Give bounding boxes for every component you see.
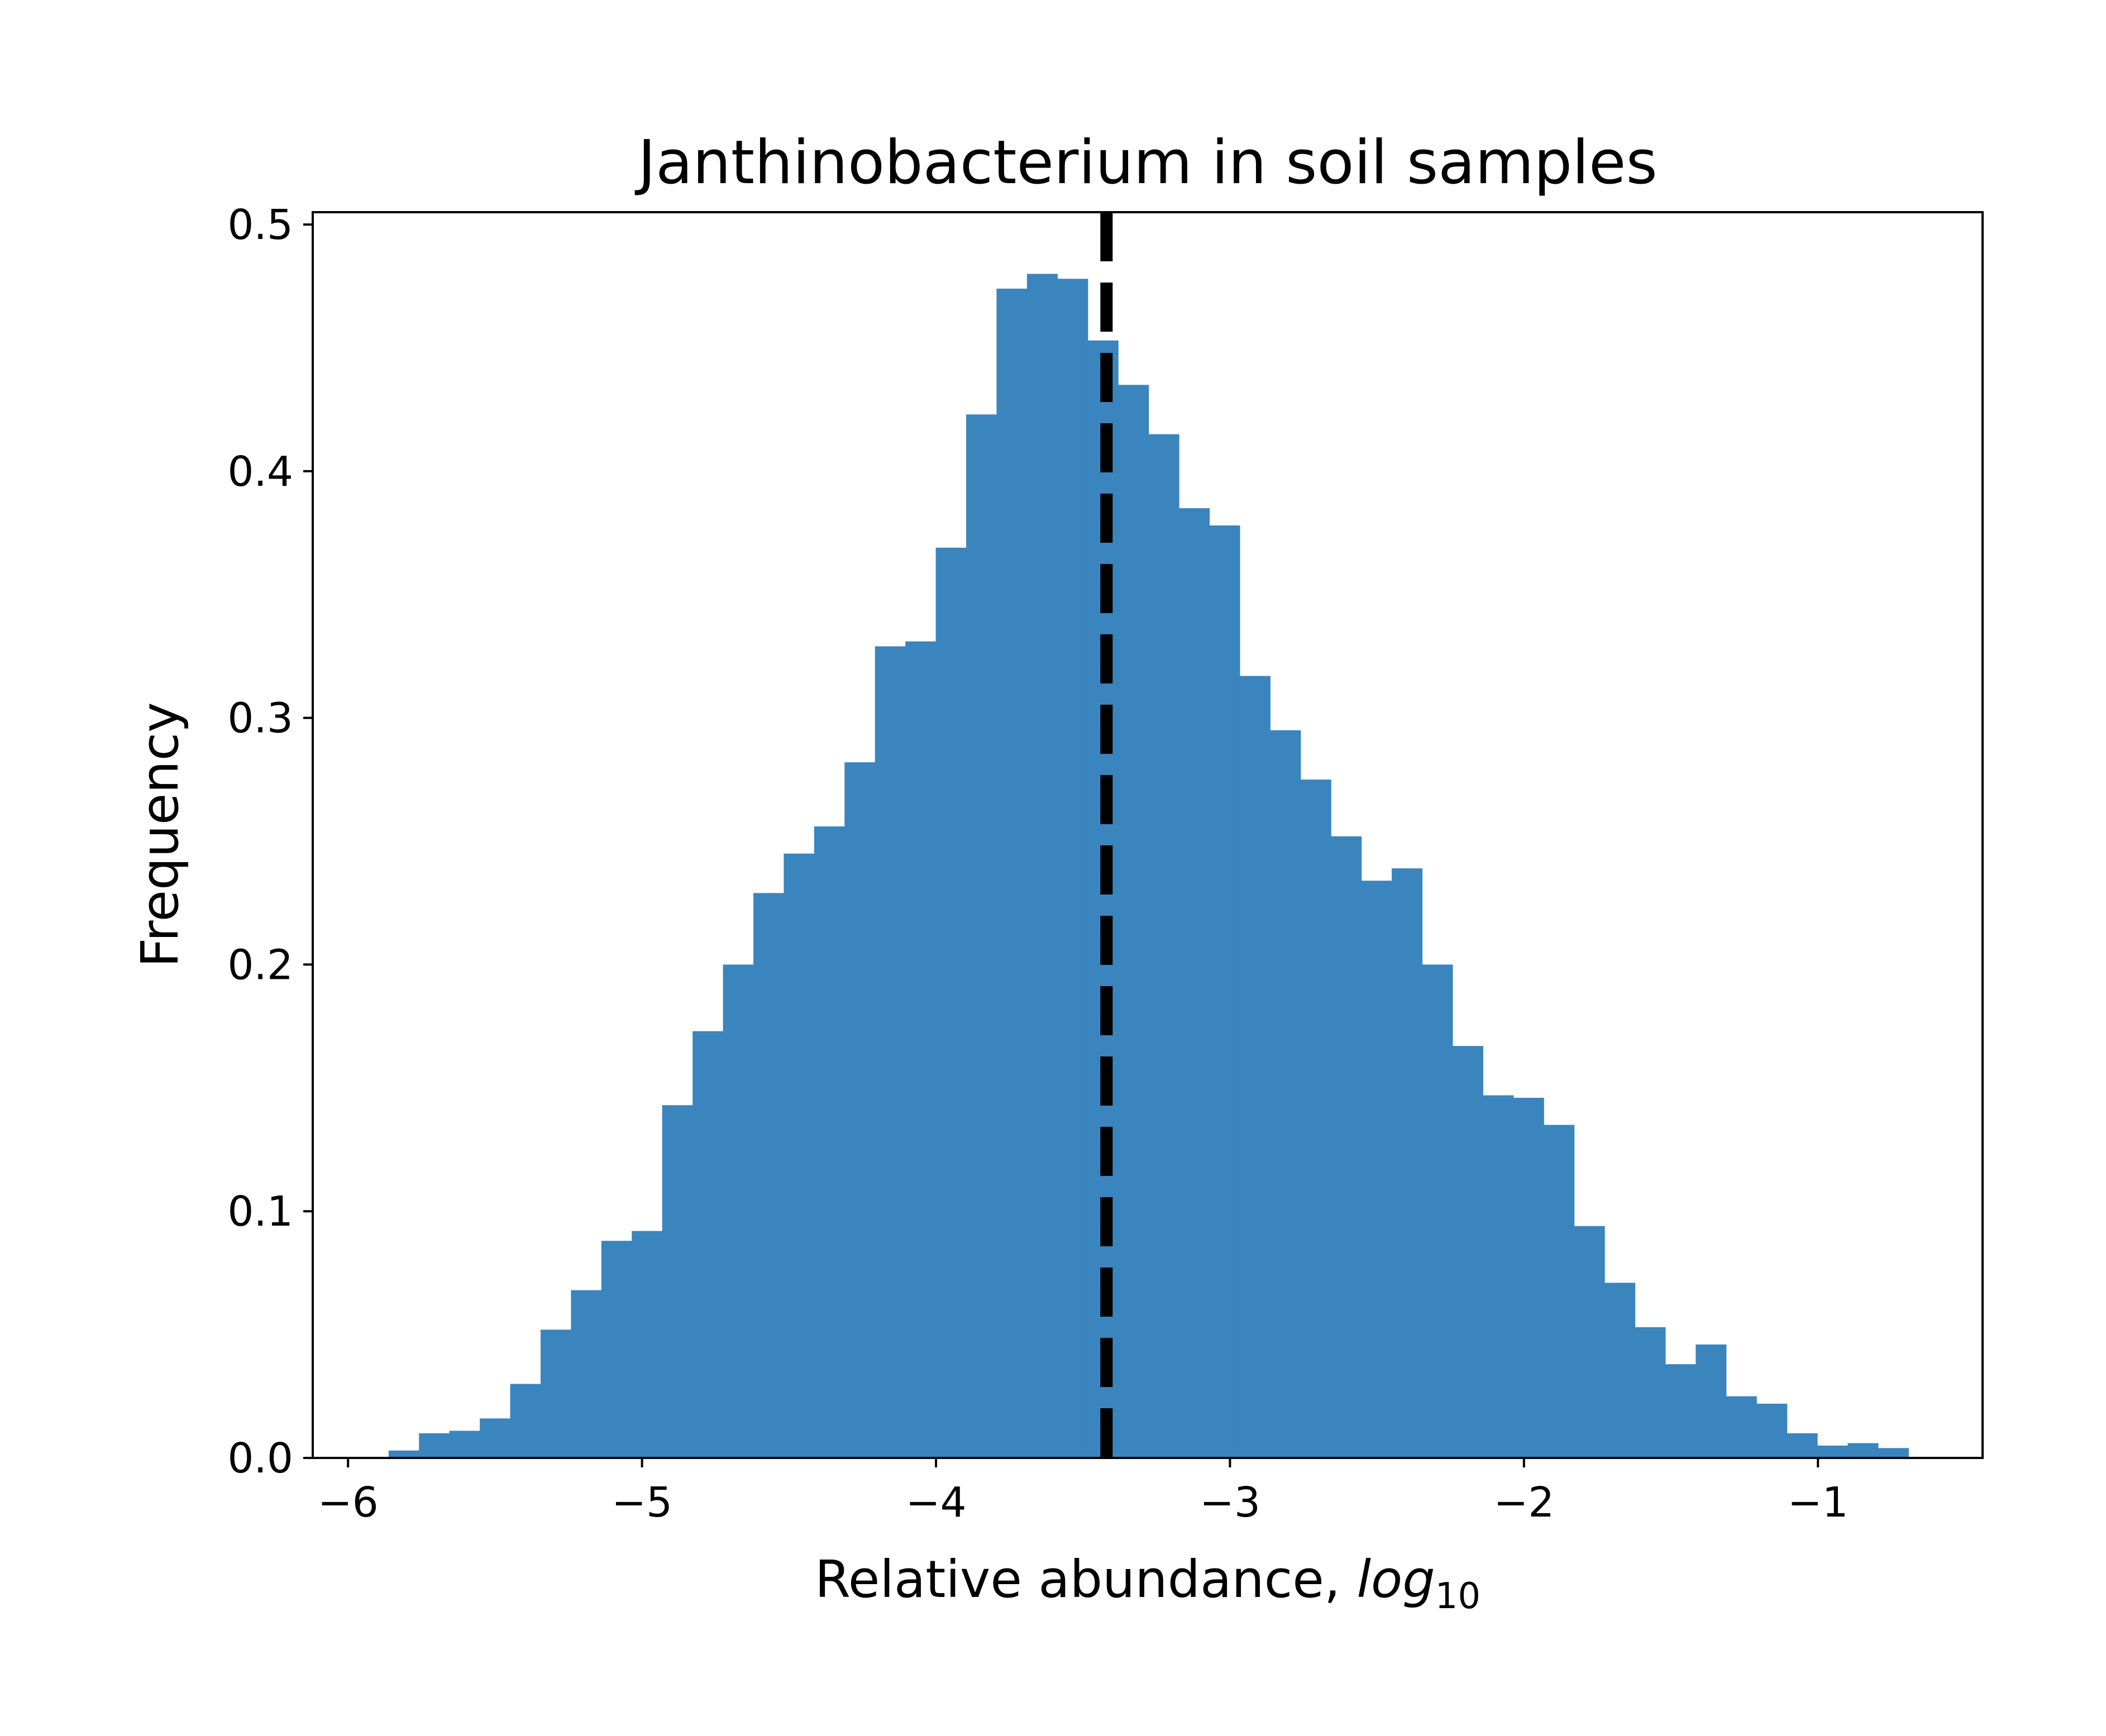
histogram-bar bbox=[1118, 385, 1149, 1458]
x-tick-label: −3 bbox=[1200, 1479, 1260, 1527]
histogram-bar bbox=[601, 1241, 632, 1458]
histogram-bar bbox=[571, 1290, 602, 1458]
y-axis-label: Frequency bbox=[130, 702, 190, 967]
x-axis-label-italic: log bbox=[1357, 1550, 1435, 1609]
y-tick-label: 0.1 bbox=[227, 1188, 293, 1236]
histogram-bar bbox=[1179, 508, 1210, 1458]
histogram-bar bbox=[1452, 1046, 1483, 1458]
histogram-bar bbox=[753, 893, 785, 1458]
histogram-bar bbox=[480, 1418, 511, 1458]
x-tick-label: −1 bbox=[1788, 1479, 1849, 1527]
y-tick-label: 0.5 bbox=[227, 201, 293, 249]
histogram-bar bbox=[632, 1231, 663, 1458]
histogram-bar bbox=[1604, 1283, 1636, 1458]
histogram-bar bbox=[419, 1433, 450, 1458]
y-axis-ticks: 0.0 0.1 0.2 0.3 0.4 0.5 bbox=[227, 201, 313, 1482]
histogram-bar bbox=[1331, 836, 1362, 1458]
x-tick-label: −6 bbox=[318, 1479, 379, 1527]
histogram-bar bbox=[905, 641, 937, 1458]
x-tick-label: −5 bbox=[612, 1479, 672, 1527]
x-tick-label: −2 bbox=[1493, 1479, 1554, 1527]
histogram-bar bbox=[1544, 1125, 1575, 1458]
x-axis-ticks: −6 −5 −4 −3 −2 −1 bbox=[318, 1458, 1849, 1527]
histogram-bar bbox=[1300, 779, 1331, 1458]
histogram-bar bbox=[1513, 1098, 1544, 1458]
histogram-bar bbox=[1878, 1448, 1909, 1458]
y-tick-label: 0.2 bbox=[227, 941, 293, 989]
histogram-bar bbox=[388, 1450, 419, 1458]
histogram-bar bbox=[662, 1105, 693, 1458]
histogram-bar bbox=[1756, 1403, 1788, 1458]
histogram-bar bbox=[935, 547, 967, 1458]
histogram-bar bbox=[966, 414, 997, 1458]
x-axis-label: Relative abundance, log10 bbox=[815, 1550, 1481, 1617]
y-tick-label: 0.0 bbox=[227, 1434, 293, 1482]
histogram-bar bbox=[1635, 1327, 1666, 1458]
histogram-bar bbox=[1148, 434, 1179, 1458]
histogram-bar bbox=[540, 1330, 571, 1458]
histogram-bar bbox=[1361, 881, 1392, 1458]
histogram-bar bbox=[1209, 525, 1240, 1458]
plot-frame bbox=[312, 211, 1984, 1459]
histogram-bar bbox=[1847, 1443, 1879, 1458]
histogram-bar bbox=[723, 964, 754, 1458]
histogram-bar bbox=[1787, 1433, 1818, 1458]
histogram-bar bbox=[1239, 676, 1271, 1458]
histogram-bar bbox=[693, 1031, 724, 1458]
histogram-bar bbox=[1665, 1364, 1696, 1458]
x-tick-label: −4 bbox=[905, 1479, 966, 1527]
histogram-bar bbox=[1817, 1445, 1849, 1458]
histogram-bar bbox=[844, 762, 876, 1458]
histogram-bar bbox=[1574, 1226, 1605, 1458]
histogram-bar bbox=[1422, 964, 1453, 1458]
histogram-bar bbox=[1026, 274, 1058, 1458]
y-tick-label: 0.4 bbox=[227, 448, 293, 496]
histogram-bar bbox=[996, 288, 1028, 1458]
x-axis-label-subscript: 10 bbox=[1435, 1576, 1481, 1617]
y-tick-label: 0.3 bbox=[227, 695, 293, 743]
histogram-bar bbox=[784, 853, 815, 1458]
histogram-bar bbox=[1057, 279, 1088, 1458]
histogram-bar bbox=[510, 1384, 541, 1458]
histogram-bar bbox=[1270, 730, 1301, 1458]
histogram-bar bbox=[875, 646, 906, 1458]
histogram-bars bbox=[388, 274, 1909, 1458]
histogram-bar bbox=[1392, 868, 1423, 1458]
x-axis-label-text: Relative abundance, bbox=[815, 1550, 1357, 1609]
histogram-bar bbox=[1696, 1344, 1727, 1458]
histogram-bar bbox=[449, 1431, 480, 1458]
histogram-bar bbox=[1483, 1095, 1514, 1458]
histogram-bar bbox=[1726, 1396, 1757, 1458]
chart-title: Janthinobacterium in soil samples bbox=[634, 128, 1658, 198]
histogram-bar bbox=[814, 826, 845, 1458]
